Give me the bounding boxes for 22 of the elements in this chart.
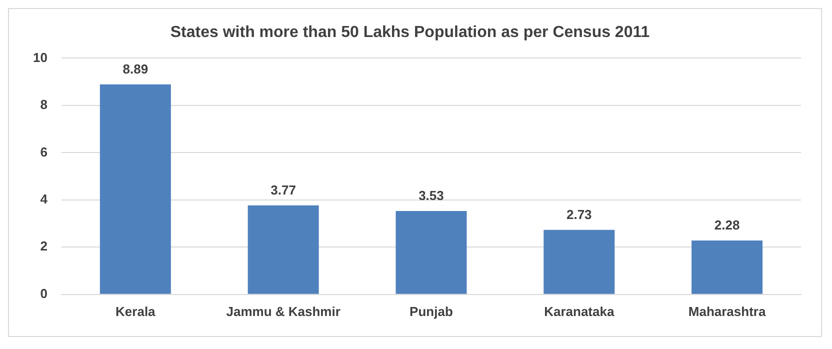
data-label: 2.73 — [566, 206, 592, 222]
bar — [544, 230, 615, 294]
data-label: 8.89 — [122, 61, 148, 76]
y-tick-label: 6 — [40, 144, 48, 160]
chart-title: States with more than 50 Lakhs Population as per Census 2011 — [170, 24, 650, 42]
x-tick-label: Maharashtra — [688, 304, 766, 319]
data-label: 3.77 — [270, 182, 296, 198]
x-tick-label: Jammu & Kashmir — [226, 304, 340, 319]
bar — [692, 240, 763, 294]
x-tick-label: Karanataka — [544, 304, 615, 319]
y-tick-label: 4 — [40, 192, 48, 206]
y-tick-label: 2 — [40, 238, 48, 254]
bar — [100, 84, 171, 294]
bar — [248, 205, 319, 294]
data-label: 3.53 — [418, 188, 444, 204]
y-tick-label: 10 — [32, 50, 48, 65]
x-tick-label: Punjab — [410, 304, 453, 319]
y-tick-label: 0 — [40, 286, 48, 301]
bar — [396, 211, 467, 294]
data-label: 2.28 — [714, 218, 740, 233]
x-tick-label: Kerala — [116, 304, 156, 319]
y-tick-label: 8 — [40, 97, 48, 112]
